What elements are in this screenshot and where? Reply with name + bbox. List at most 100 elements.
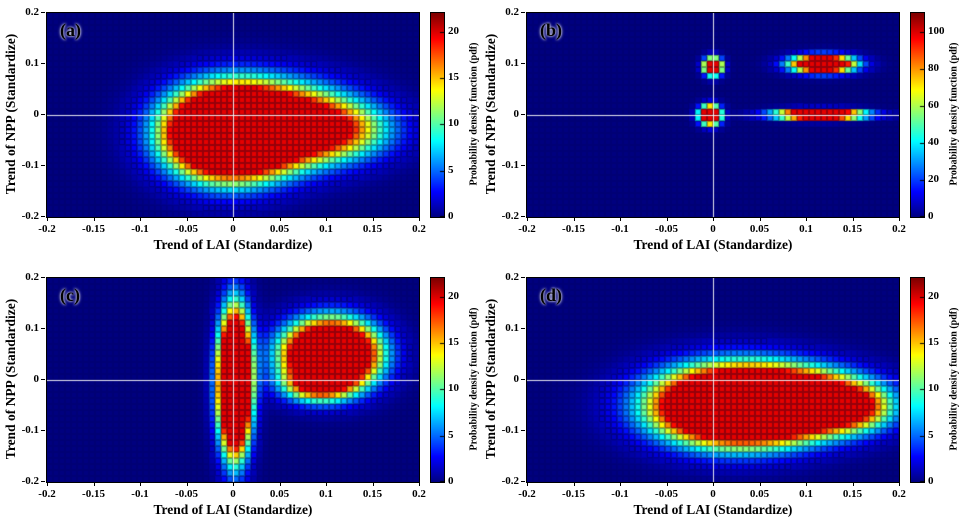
y-axis-label: Trend of NPP (Standardize) <box>483 298 498 460</box>
y-tick-mark <box>521 328 525 329</box>
x-tick-label: -0.1 <box>611 488 629 500</box>
y-tick-label: 0.2 <box>25 271 39 283</box>
colorbar-tick-label: 0 <box>928 210 934 222</box>
y-tick-mark <box>41 328 45 329</box>
y-tick-label: 0.2 <box>505 6 519 18</box>
x-tick-label: 0.2 <box>412 488 426 500</box>
y-tick-mark <box>521 114 525 115</box>
y-tick-mark <box>521 379 525 380</box>
y-tick-mark <box>521 481 525 482</box>
x-tick-mark <box>899 217 900 221</box>
y-tick-label: 0 <box>33 108 40 120</box>
x-tick-label: -0.05 <box>655 223 678 235</box>
x-tick-mark <box>899 482 900 486</box>
y-tick-mark <box>521 12 525 13</box>
x-tick-mark <box>372 217 374 221</box>
x-tick-label: -0.15 <box>562 488 585 500</box>
colorbar-tick-label: 10 <box>448 117 459 130</box>
x-tick-mark <box>47 482 48 486</box>
y-tick-mark <box>41 114 45 115</box>
panel-c: (c) Trend of LAI (Standardize) Trend of … <box>0 265 480 530</box>
x-tick-label: 0 <box>710 223 716 235</box>
x-tick-mark <box>573 482 575 486</box>
x-tick-label: 0.1 <box>799 223 813 235</box>
x-tick-mark <box>806 217 807 221</box>
y-tick-label: 0.1 <box>505 322 519 334</box>
y-tick-mark <box>41 12 45 13</box>
x-tick-mark <box>527 217 528 221</box>
colorbar-tick-label: 10 <box>928 382 939 395</box>
x-tick-mark <box>233 217 234 221</box>
colorbar-tick-label: 20 <box>928 289 939 302</box>
x-tick-label: 0 <box>230 223 236 235</box>
x-tick-mark <box>620 482 621 486</box>
x-tick-label: 0.15 <box>362 488 383 500</box>
colorbar-tick-label: 5 <box>448 428 454 441</box>
y-tick-label: -0.2 <box>21 210 39 222</box>
y-tick-label: 0.1 <box>505 57 519 69</box>
x-tick-label: 0.15 <box>842 488 863 500</box>
colorbar-label: Probability density function (pdf) <box>948 42 960 186</box>
x-tick-label: -0.2 <box>518 223 536 235</box>
panel-a: (a) Trend of LAI (Standardize) Trend of … <box>0 0 480 265</box>
x-tick-mark <box>852 217 854 221</box>
y-tick-label: 0 <box>513 108 520 120</box>
colorbar-tick-label: 20 <box>448 24 459 37</box>
colorbar-tick-label: 40 <box>928 135 939 148</box>
x-tick-mark <box>186 217 188 221</box>
x-tick-mark <box>573 217 575 221</box>
y-tick-mark <box>41 277 45 278</box>
y-axis-label: Trend of NPP (Standardize) <box>483 33 498 195</box>
colorbar-a <box>430 12 445 218</box>
y-tick-label: 0 <box>513 373 520 385</box>
x-tick-label: 0.15 <box>362 223 383 235</box>
x-tick-mark <box>806 482 807 486</box>
colorbar-tick-label: 0 <box>448 475 454 487</box>
y-tick-label: -0.2 <box>21 475 39 487</box>
x-tick-mark <box>666 482 668 486</box>
panel-c-label: (c) <box>60 285 80 305</box>
colorbar-b <box>910 12 925 218</box>
x-tick-label: 0.05 <box>269 488 290 500</box>
colorbar-tick-label: 0 <box>928 475 934 487</box>
y-tick-mark <box>41 63 45 64</box>
heatmap-plot-a <box>46 12 420 218</box>
colorbar-tick-label: 5 <box>448 163 454 176</box>
y-tick-label: 0 <box>33 373 40 385</box>
y-tick-mark <box>41 481 45 482</box>
x-axis-label: Trend of LAI (Standardize) <box>153 502 313 517</box>
x-tick-label: -0.1 <box>131 488 149 500</box>
x-tick-label: -0.1 <box>611 223 629 235</box>
x-tick-mark <box>620 217 621 221</box>
panel-a-label: (a) <box>60 20 81 40</box>
y-tick-label: -0.2 <box>501 475 519 487</box>
x-tick-mark <box>326 482 327 486</box>
heatmap-plot-d <box>526 277 900 483</box>
x-tick-label: -0.1 <box>131 223 149 235</box>
colorbar-tick-label: 0 <box>448 210 454 222</box>
x-tick-mark <box>852 482 854 486</box>
colorbar-tick-label: 80 <box>928 61 939 74</box>
x-tick-mark <box>666 217 668 221</box>
y-tick-label: -0.1 <box>501 424 519 436</box>
x-tick-mark <box>47 217 48 221</box>
x-tick-label: 0.2 <box>412 223 426 235</box>
x-tick-label: 0.1 <box>799 488 813 500</box>
x-tick-mark <box>326 217 327 221</box>
colorbar-tick-label: 60 <box>928 98 939 111</box>
x-tick-label: 0.1 <box>319 488 333 500</box>
x-tick-label: -0.2 <box>38 488 56 500</box>
x-tick-mark <box>713 217 714 221</box>
colorbar-tick-label: 20 <box>928 172 939 185</box>
colorbar-label: Probability density function (pdf) <box>468 307 480 451</box>
x-tick-mark <box>759 482 761 486</box>
x-tick-mark <box>140 217 141 221</box>
colorbar-tick-label: 100 <box>928 24 945 37</box>
x-tick-mark <box>186 482 188 486</box>
x-tick-label: 0.2 <box>892 223 906 235</box>
y-tick-mark <box>521 63 525 64</box>
x-tick-label: 0.1 <box>319 223 333 235</box>
colorbar-tick-label: 5 <box>928 428 934 441</box>
y-tick-label: -0.2 <box>501 210 519 222</box>
